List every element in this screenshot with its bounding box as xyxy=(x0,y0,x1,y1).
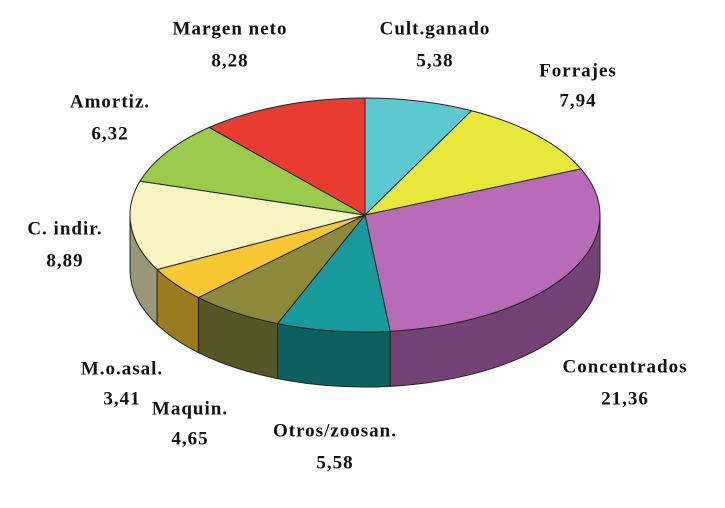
slice xyxy=(208,97,366,216)
value-label: 3,41 xyxy=(103,388,140,409)
labels: Cult.ganado 5,38 Forrajes 7,94 Concentrados 2… xyxy=(27,18,688,473)
category-label: Otros/zoosan. xyxy=(273,420,397,441)
category-label: Maquin. xyxy=(152,398,228,419)
value-label: 21,36 xyxy=(601,388,649,409)
category-label: Forrajes xyxy=(539,60,617,81)
value-label: 8,89 xyxy=(46,250,83,271)
pie-tops xyxy=(129,97,601,333)
slice xyxy=(364,97,473,216)
value-label: 7,94 xyxy=(559,90,596,111)
category-label: C. indir. xyxy=(27,218,102,239)
category-label: Concentrados xyxy=(563,356,688,377)
slice xyxy=(139,126,366,216)
category-label: Margen neto xyxy=(173,18,288,39)
category-label: Amortiz. xyxy=(70,91,150,112)
category-label: Cult.ganado xyxy=(380,18,491,39)
slice xyxy=(364,110,582,216)
slice xyxy=(364,168,601,332)
slice-side xyxy=(277,323,391,388)
slice xyxy=(277,214,391,333)
value-label: 6,32 xyxy=(91,123,128,144)
pie-sides xyxy=(129,214,601,388)
value-label: 5,38 xyxy=(416,50,453,71)
category-label: M.o.asal. xyxy=(81,358,163,379)
slice xyxy=(129,180,366,270)
value-label: 5,58 xyxy=(316,452,353,473)
value-label: 4,65 xyxy=(171,428,208,449)
value-label: 8,28 xyxy=(211,50,248,71)
